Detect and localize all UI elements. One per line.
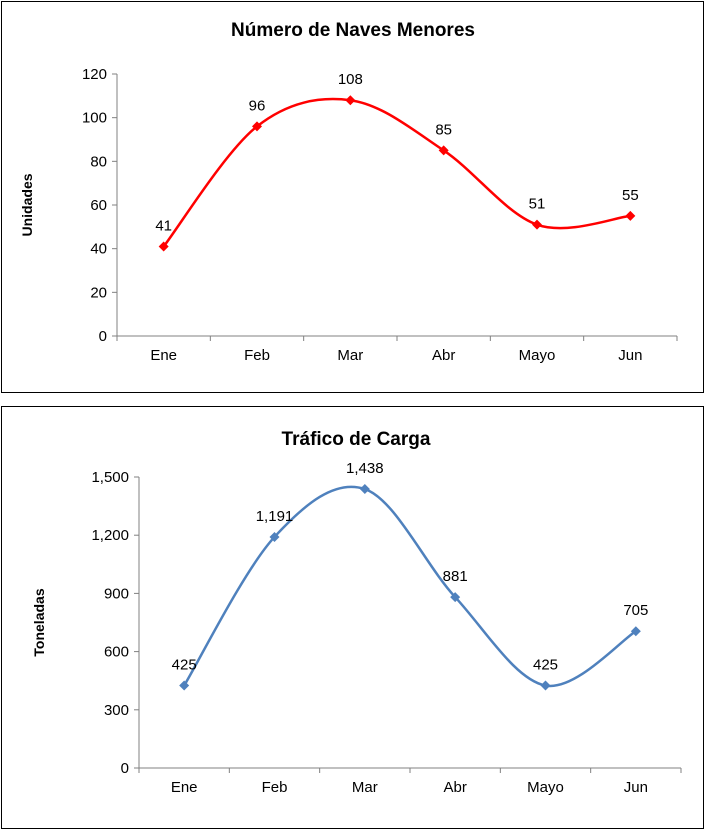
chart-panel-naves: Número de Naves Menores Unidades 0 20 40 60 80… — [1, 1, 704, 393]
y-axis-label: Toneladas — [31, 588, 47, 656]
y-tick-label: 20 — [90, 284, 107, 301]
data-point-marker — [269, 531, 280, 542]
data-label: 51 — [529, 196, 546, 213]
series-line — [162, 97, 631, 248]
data-point-marker — [158, 241, 169, 252]
data-point-marker — [179, 680, 190, 691]
y-tick-label: 40 — [90, 241, 107, 258]
y-tick-label: 0 — [99, 328, 107, 345]
data-point-marker — [532, 219, 542, 230]
data-label: 881 — [443, 568, 468, 585]
y-tick-label: 120 — [82, 66, 107, 83]
data-label: 425 — [172, 657, 197, 674]
x-tick-label: Ene — [150, 347, 177, 364]
data-point-marker — [630, 626, 641, 637]
data-label: 425 — [533, 657, 558, 674]
x-tick-label: Jun — [618, 347, 642, 364]
y-axis-label: Unidades — [19, 173, 35, 236]
x-tick-label: Mayo — [527, 779, 564, 796]
series-line — [183, 485, 637, 688]
x-tick-label: Mar — [352, 779, 378, 796]
x-tick-label: Feb — [262, 779, 288, 796]
y-tick-label: 60 — [90, 197, 107, 214]
data-point-marker — [540, 680, 551, 691]
chart-title: Tráfico de Carga — [282, 429, 431, 450]
x-tick-label: Ene — [171, 779, 198, 796]
data-label: 85 — [435, 121, 452, 138]
data-label: 55 — [622, 187, 639, 204]
data-point-marker — [359, 484, 370, 495]
data-point-marker — [345, 95, 356, 106]
y-tick-label: 900 — [104, 585, 129, 602]
data-label: 705 — [623, 602, 648, 619]
x-tick-label: Mayo — [519, 347, 556, 364]
chart-panel-carga: Tráfico de Carga Toneladas 0 300 600 900 1,200… — [1, 406, 704, 829]
x-tick-label: Feb — [244, 347, 270, 364]
y-tick-label: 1,200 — [91, 527, 129, 544]
chart-naves-menores: Número de Naves Menores Unidades 0 20 40 60 80… — [19, 20, 678, 364]
chart-trafico-carga: Tráfico de Carga Toneladas 0 300 600 900 1,200… — [31, 429, 682, 796]
data-label: 108 — [338, 71, 363, 88]
data-point-marker — [438, 145, 449, 156]
y-tick-label: 0 — [121, 760, 129, 777]
data-point-marker — [625, 210, 636, 221]
x-tick-label: Abr — [443, 779, 466, 796]
data-label: 96 — [249, 97, 266, 114]
data-label: 1,191 — [256, 508, 294, 525]
data-point-marker — [450, 592, 461, 603]
data-label: 1,438 — [346, 460, 384, 477]
y-tick-label: 300 — [104, 702, 129, 719]
x-tick-label: Mar — [337, 347, 363, 364]
data-point-marker — [252, 121, 262, 132]
y-tick-label: 80 — [90, 153, 107, 170]
x-tick-label: Jun — [624, 779, 648, 796]
y-tick-label: 100 — [82, 110, 107, 127]
y-tick-label: 1,500 — [91, 469, 129, 486]
data-label: 41 — [155, 217, 172, 234]
y-tick-label: 600 — [104, 644, 129, 661]
x-tick-label: Abr — [432, 347, 455, 364]
chart-title: Número de Naves Menores — [231, 20, 475, 41]
